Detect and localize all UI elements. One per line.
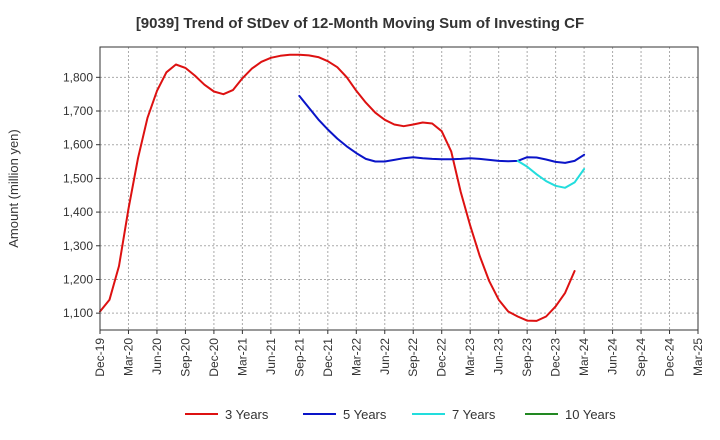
x-tick-label: Mar-21: [235, 338, 249, 376]
x-tick-label: Dec-24: [663, 338, 677, 377]
x-tick-label: Sep-24: [634, 338, 648, 377]
legend-item-3-years: 3 Years: [185, 407, 269, 422]
x-tick-label: Dec-20: [207, 338, 221, 377]
x-tick-label: Sep-22: [406, 338, 420, 377]
y-axis: 1,100 1,200 1,300 1,400 1,500 1,600 1,700 1,800: [63, 70, 100, 320]
x-tick-label: Jun-24: [606, 338, 620, 375]
x-tick-label: Dec-21: [321, 338, 335, 377]
y-tick-label: 1,200: [63, 272, 93, 286]
y-tick-label: 1,300: [63, 239, 93, 253]
y-tick-label: 1,600: [63, 138, 93, 152]
legend-label: 10 Years: [565, 407, 616, 422]
x-tick-label: Dec-23: [549, 338, 563, 377]
legend-label: 3 Years: [225, 407, 269, 422]
plot-area: [99, 46, 699, 331]
series-line-7-years: [516, 159, 586, 189]
x-tick-label: Jun-23: [492, 338, 506, 375]
y-axis-title: Amount (million yen): [6, 129, 21, 248]
x-tick-label: Mar-22: [349, 338, 363, 376]
y-tick-label: 1,800: [63, 70, 93, 84]
plot-background: [100, 47, 698, 330]
legend-item-7-years: 7 Years: [412, 407, 496, 422]
y-tick-label: 1,100: [63, 306, 93, 320]
series-line-3-years: [99, 53, 576, 322]
legend-label: 5 Years: [343, 407, 387, 422]
x-tick-label: Jun-22: [378, 338, 392, 375]
legend: 3 Years 5 Years 7 Years 10 Years: [185, 407, 616, 422]
x-tick-label: Sep-23: [520, 338, 534, 377]
x-axis: Dec-19 Mar-20 Jun-20 Sep-20 Dec-20 Mar-21 Jun-…: [93, 330, 705, 377]
legend-item-5-years: 5 Years: [303, 407, 387, 422]
series-lines: [99, 53, 586, 322]
x-tick-label: Jun-20: [150, 338, 164, 375]
x-tick-label: Mar-23: [463, 338, 477, 376]
x-tick-label: Mar-25: [691, 338, 705, 376]
plot-border: [99, 46, 699, 331]
x-tick-label: Dec-19: [93, 338, 107, 377]
y-tick-label: 1,700: [63, 104, 93, 118]
chart-title: [9039] Trend of StDev of 12-Month Moving…: [136, 15, 584, 32]
x-tick-label: Sep-20: [178, 338, 192, 377]
legend-item-10-years: 10 Years: [525, 407, 616, 422]
x-tick-label: Dec-22: [435, 338, 449, 377]
y-tick-label: 1,400: [63, 205, 93, 219]
x-tick-label: Mar-24: [577, 338, 591, 376]
x-tick-label: Sep-21: [292, 338, 306, 377]
y-tick-label: 1,500: [63, 171, 93, 185]
legend-label: 7 Years: [452, 407, 496, 422]
x-tick-label: Jun-21: [264, 338, 278, 375]
gridlines: [99, 47, 699, 330]
series-line-5-years: [298, 94, 586, 164]
x-tick-label: Mar-20: [121, 338, 135, 376]
